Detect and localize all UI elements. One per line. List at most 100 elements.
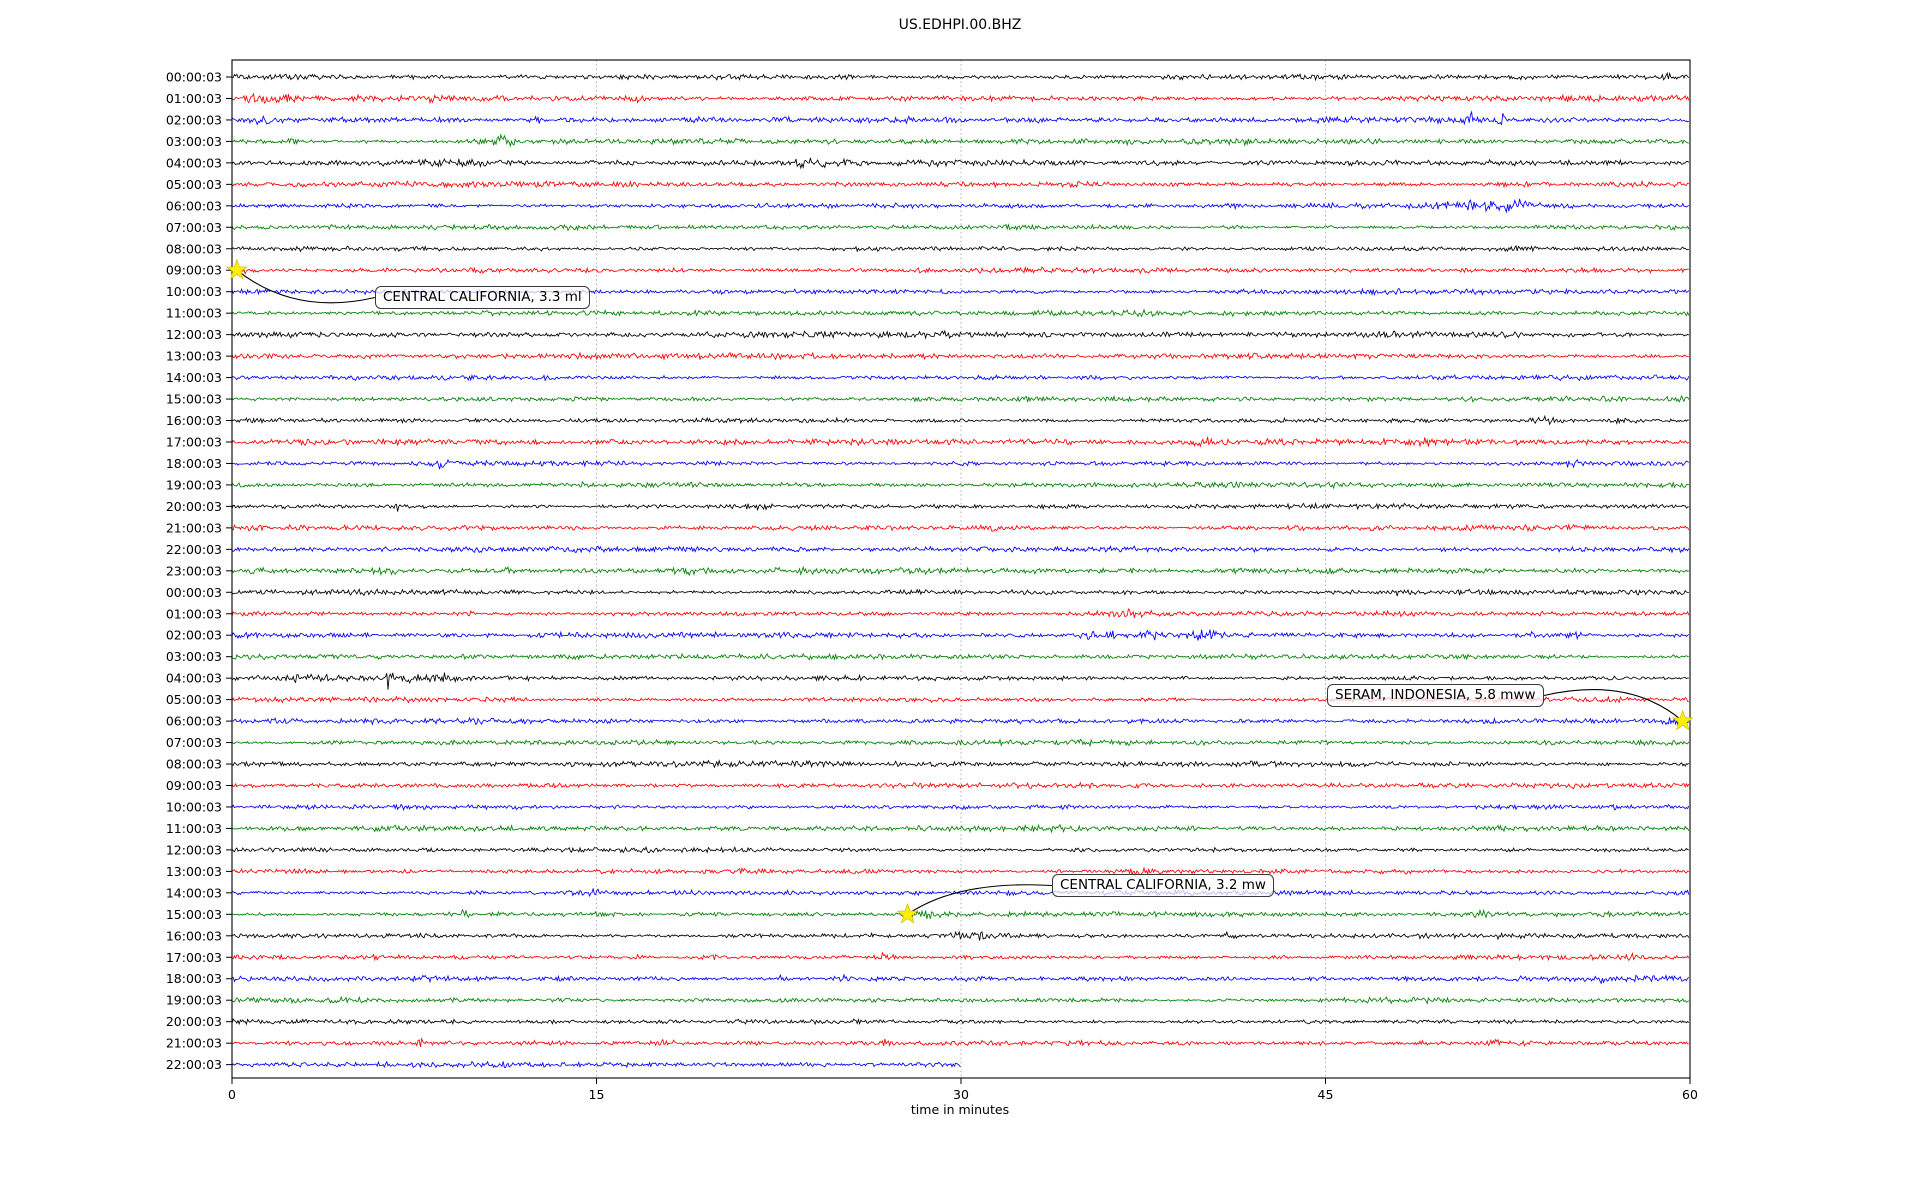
row-label-26: 02:00:03 xyxy=(166,628,222,643)
trace-row-1 xyxy=(231,92,1690,105)
trace-row-20 xyxy=(231,501,1689,512)
row-label-13: 13:00:03 xyxy=(166,349,222,364)
row-label-39: 15:00:03 xyxy=(166,907,222,922)
row-label-6: 06:00:03 xyxy=(166,198,222,213)
trace-row-26 xyxy=(231,629,1690,641)
row-label-27: 03:00:03 xyxy=(166,649,222,664)
row-label-5: 05:00:03 xyxy=(166,177,222,192)
annotation-leader-line-1 xyxy=(1543,689,1684,722)
trace-row-22 xyxy=(231,545,1690,554)
trace-row-2 xyxy=(231,110,1690,126)
trace-row-39 xyxy=(231,908,1689,920)
row-label-40: 16:00:03 xyxy=(166,928,222,943)
annotation-label: CENTRAL CALIFORNIA, 3.2 mw xyxy=(1060,877,1266,893)
trace-row-40 xyxy=(231,930,1690,941)
row-label-10: 10:00:03 xyxy=(166,284,222,299)
row-label-38: 14:00:03 xyxy=(166,885,222,900)
trace-row-36 xyxy=(231,846,1689,854)
trace-row-25 xyxy=(231,608,1690,619)
row-label-37: 13:00:03 xyxy=(166,864,222,879)
trace-row-5 xyxy=(231,179,1690,189)
trace-row-23 xyxy=(231,565,1690,577)
trace-row-37 xyxy=(231,866,1690,878)
trace-row-38 xyxy=(231,888,1690,898)
row-label-12: 12:00:03 xyxy=(166,327,222,342)
event-star-icon-0 xyxy=(226,258,248,280)
annotation-leader-line-2 xyxy=(907,884,1053,915)
plot-title: US.EDHPI.00.BHZ xyxy=(898,17,1022,33)
row-label-2: 02:00:03 xyxy=(166,112,222,127)
x-tick-label-45: 45 xyxy=(1318,1087,1334,1102)
row-label-15: 15:00:03 xyxy=(166,392,222,407)
row-label-32: 08:00:03 xyxy=(166,757,222,772)
trace-row-30 xyxy=(231,716,1690,727)
row-label-11: 11:00:03 xyxy=(166,306,222,321)
trace-row-7 xyxy=(231,223,1690,232)
row-label-33: 09:00:03 xyxy=(166,778,222,793)
row-label-19: 19:00:03 xyxy=(166,477,222,492)
row-label-8: 08:00:03 xyxy=(166,241,222,256)
trace-row-34 xyxy=(231,803,1690,812)
trace-row-11 xyxy=(231,308,1690,318)
trace-row-16 xyxy=(232,414,1689,426)
trace-row-32 xyxy=(231,759,1690,769)
trace-row-3 xyxy=(231,133,1689,148)
trace-row-28 xyxy=(231,672,1689,690)
row-label-25: 01:00:03 xyxy=(166,606,222,621)
x-tick-label-0: 0 xyxy=(228,1087,236,1102)
trace-row-6 xyxy=(231,198,1690,214)
trace-row-44 xyxy=(231,1017,1690,1026)
row-label-0: 00:00:03 xyxy=(166,70,222,85)
x-tick-label-30: 30 xyxy=(953,1087,969,1102)
row-label-34: 10:00:03 xyxy=(166,799,222,814)
trace-row-31 xyxy=(231,737,1690,748)
row-label-30: 06:00:03 xyxy=(166,714,222,729)
row-label-24: 00:00:03 xyxy=(166,585,222,600)
trace-row-9 xyxy=(231,265,1689,275)
annotation-leader-line-0 xyxy=(236,269,376,304)
row-label-45: 21:00:03 xyxy=(166,1036,222,1051)
event-star-icon-2 xyxy=(896,902,919,924)
row-label-3: 03:00:03 xyxy=(166,134,222,149)
annotation-seram-indonesia-5-8mww: SERAM, INDONESIA, 5.8 mww xyxy=(1327,684,1544,707)
trace-row-15 xyxy=(231,394,1690,403)
row-label-14: 14:00:03 xyxy=(166,370,222,385)
trace-row-14 xyxy=(231,373,1690,382)
x-tick-label-15: 15 xyxy=(589,1087,605,1102)
trace-row-18 xyxy=(231,458,1689,470)
annotation-central-california-3-3ml: CENTRAL CALIFORNIA, 3.3 ml xyxy=(375,286,590,309)
x-axis-label: time in minutes xyxy=(910,1102,1010,1117)
row-label-9: 09:00:03 xyxy=(166,263,222,278)
trace-row-42 xyxy=(231,973,1690,985)
row-label-4: 04:00:03 xyxy=(166,155,222,170)
trace-row-24 xyxy=(231,588,1689,597)
trace-row-19 xyxy=(231,480,1689,490)
trace-row-17 xyxy=(231,436,1690,448)
annotation-central-california-3-2mw: CENTRAL CALIFORNIA, 3.2 mw xyxy=(1052,874,1274,897)
trace-row-13 xyxy=(231,351,1689,361)
row-label-44: 20:00:03 xyxy=(166,1014,222,1029)
row-label-1: 01:00:03 xyxy=(166,91,222,106)
event-star-icon-1 xyxy=(1671,709,1694,731)
row-label-23: 23:00:03 xyxy=(166,563,222,578)
trace-row-33 xyxy=(231,781,1690,790)
trace-row-0 xyxy=(232,71,1690,82)
trace-row-46 xyxy=(231,1060,961,1069)
annotation-label: CENTRAL CALIFORNIA, 3.3 ml xyxy=(383,289,582,305)
row-label-36: 12:00:03 xyxy=(166,842,222,857)
row-label-7: 07:00:03 xyxy=(166,220,222,235)
row-label-22: 22:00:03 xyxy=(166,542,222,557)
trace-row-4 xyxy=(231,157,1690,170)
row-label-35: 11:00:03 xyxy=(166,821,222,836)
row-label-16: 16:00:03 xyxy=(166,413,222,428)
row-label-42: 18:00:03 xyxy=(166,971,222,986)
row-label-18: 18:00:03 xyxy=(166,456,222,471)
row-label-21: 21:00:03 xyxy=(166,520,222,535)
row-label-46: 22:00:03 xyxy=(166,1057,222,1072)
row-label-41: 17:00:03 xyxy=(166,950,222,965)
trace-row-21 xyxy=(231,523,1690,533)
x-tick-label-60: 60 xyxy=(1682,1087,1698,1102)
row-label-20: 20:00:03 xyxy=(166,499,222,514)
row-label-29: 05:00:03 xyxy=(166,692,222,707)
annotation-label: SERAM, INDONESIA, 5.8 mww xyxy=(1335,687,1536,703)
